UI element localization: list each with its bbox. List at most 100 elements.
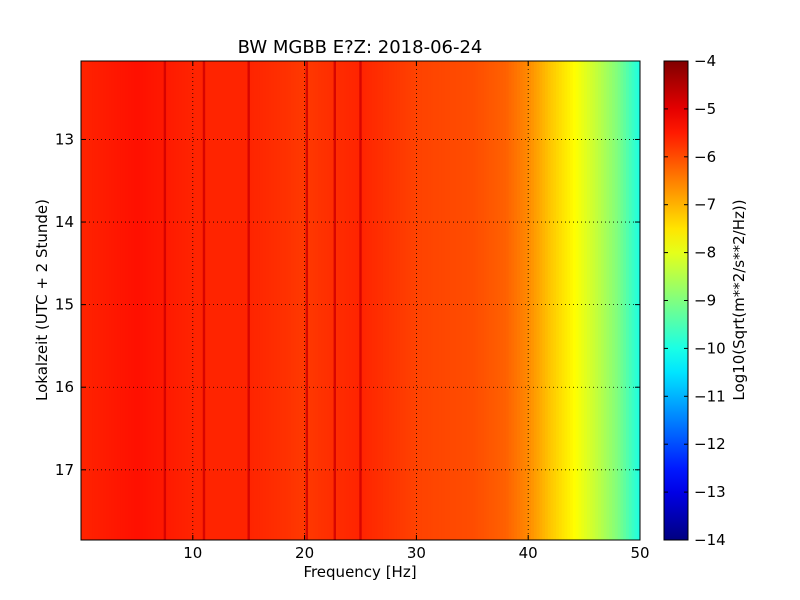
heatmap-column xyxy=(268,61,272,540)
heatmap-column xyxy=(223,61,227,540)
heatmap-column xyxy=(589,61,594,540)
heatmap-column xyxy=(187,61,191,540)
heatmap-column xyxy=(637,61,640,540)
heatmap-column xyxy=(631,61,636,540)
heatmap-column xyxy=(438,61,443,540)
colorbar-ticks: −4 −5 −6 −7 −8 −9 −10 −11 −12 −13 −14 xyxy=(664,52,726,549)
heatmap-column xyxy=(243,61,247,540)
heatmap-column xyxy=(584,61,588,540)
heatmap-column xyxy=(561,61,566,540)
spectral-line xyxy=(359,61,362,540)
heatmap-column xyxy=(296,61,300,540)
heatmap-column xyxy=(626,61,630,540)
heatmap-column xyxy=(134,61,138,540)
plot-area xyxy=(81,61,640,540)
x-axis-label: Frequency [Hz] xyxy=(303,563,416,581)
heatmap-column xyxy=(435,61,440,540)
heatmap-column xyxy=(394,61,398,540)
heatmap-column xyxy=(514,61,518,540)
heatmap-column xyxy=(497,61,501,540)
heatmap-column xyxy=(477,61,482,540)
heatmap-column xyxy=(544,61,549,540)
heatmap-column xyxy=(620,61,624,540)
heatmap-column xyxy=(156,61,160,540)
heatmap-column xyxy=(368,61,373,540)
y-tick-label: 15 xyxy=(55,296,74,314)
heatmap-column xyxy=(480,61,485,540)
heatmap-column xyxy=(410,61,415,540)
heatmap-column xyxy=(452,61,457,540)
heatmap-column xyxy=(282,61,286,540)
heatmap-column xyxy=(234,61,239,540)
heatmap-column xyxy=(564,61,568,540)
heatmap-column xyxy=(159,61,163,540)
heatmap-column xyxy=(391,61,395,540)
heatmap-column xyxy=(259,61,264,540)
heatmap-column xyxy=(315,61,320,540)
heatmap-column xyxy=(475,61,479,540)
heatmap-column xyxy=(352,61,356,540)
heatmap-column xyxy=(215,61,219,540)
heatmap-column xyxy=(324,61,328,540)
heatmap-column xyxy=(449,61,454,540)
colorbar-label: Log10(Sqrt(m**2/s**2/Hz)) xyxy=(730,199,748,400)
heatmap-column xyxy=(125,61,130,540)
heatmap-column xyxy=(500,61,504,540)
heatmap-column xyxy=(575,61,580,540)
heatmap-column xyxy=(142,61,146,540)
heatmap-column xyxy=(396,61,401,540)
colorbar-tick-label: −12 xyxy=(694,435,726,453)
heatmap-column xyxy=(338,61,342,540)
heatmap-column xyxy=(578,61,582,540)
heatmap-column xyxy=(122,61,127,540)
heatmap-column xyxy=(385,61,390,540)
heatmap-column xyxy=(128,61,132,540)
y-tick-label: 17 xyxy=(55,461,74,479)
heatmap-column xyxy=(522,61,527,540)
heatmap-column xyxy=(617,61,622,540)
heatmap-column xyxy=(114,61,118,540)
heatmap-column xyxy=(612,61,616,540)
heatmap-column xyxy=(533,61,538,540)
heatmap-column xyxy=(276,61,281,540)
heatmap-column xyxy=(466,61,471,540)
heatmap-column xyxy=(293,61,297,540)
heatmap-column xyxy=(94,61,99,540)
heatmap-column xyxy=(421,61,426,540)
heatmap-column xyxy=(190,61,194,540)
heatmap-column xyxy=(547,61,552,540)
heatmap-column xyxy=(586,61,591,540)
spectral-line xyxy=(247,61,250,540)
y-tick-label: 16 xyxy=(55,378,74,396)
heatmap-column xyxy=(92,61,96,540)
heatmap-column xyxy=(131,61,135,540)
heatmap-column xyxy=(349,61,353,540)
heatmap-column xyxy=(279,61,283,540)
colorbar-tick-label: −7 xyxy=(694,196,716,214)
heatmap-column xyxy=(285,61,289,540)
spectral-line xyxy=(333,61,336,540)
heatmap-column xyxy=(164,61,169,540)
colorbar-tick-label: −13 xyxy=(694,483,726,501)
x-tick-label: 50 xyxy=(630,544,649,562)
heatmap-column xyxy=(536,61,540,540)
heatmap-column xyxy=(89,61,93,540)
heatmap-column xyxy=(198,61,202,540)
heatmap-column xyxy=(494,61,499,540)
heatmap-column xyxy=(360,61,364,540)
heatmap-column xyxy=(265,61,269,540)
heatmap-column xyxy=(416,61,420,540)
heatmap-column xyxy=(217,61,222,540)
heatmap-column xyxy=(614,61,619,540)
heatmap-column xyxy=(600,61,605,540)
heatmap-column xyxy=(212,61,216,540)
heatmap-column xyxy=(301,61,306,540)
heatmap-column xyxy=(595,61,599,540)
heatmap-column xyxy=(192,61,197,540)
heatmap-column xyxy=(257,61,261,540)
heatmap-column xyxy=(178,61,183,540)
heatmap-column xyxy=(463,61,468,540)
heatmap-column xyxy=(176,61,180,540)
heatmap-column xyxy=(103,61,107,540)
